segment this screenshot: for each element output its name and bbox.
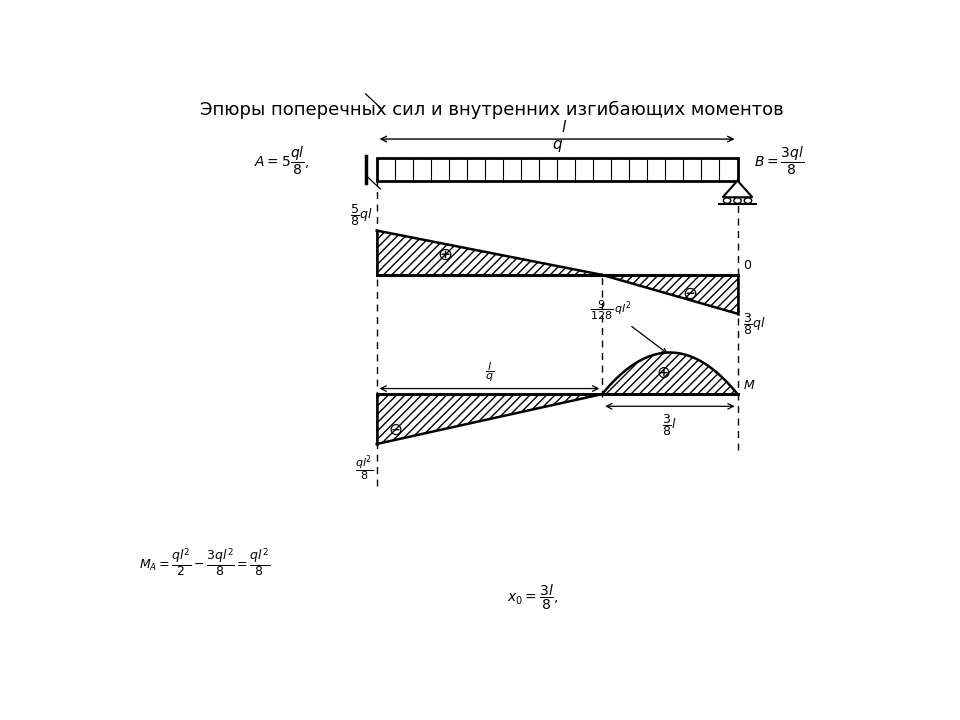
Text: $\dfrac{3}{8}ql$: $\dfrac{3}{8}ql$ <box>743 311 766 337</box>
Text: $\ominus$: $\ominus$ <box>388 421 402 439</box>
Text: Эпюры поперечных сил и внутренних изгибающих моментов: Эпюры поперечных сил и внутренних изгиба… <box>200 100 784 119</box>
Text: $\dfrac{ql^2}{8}$: $\dfrac{ql^2}{8}$ <box>355 454 372 484</box>
Text: $q$: $q$ <box>552 138 563 154</box>
Text: $\dfrac{l}{q}$: $\dfrac{l}{q}$ <box>485 361 494 384</box>
Text: $\dfrac{3}{8}l$: $\dfrac{3}{8}l$ <box>662 412 678 438</box>
Circle shape <box>724 198 731 203</box>
Text: $\oplus$: $\oplus$ <box>437 246 452 264</box>
Text: $l$: $l$ <box>562 119 567 135</box>
Text: $\dfrac{9}{128}\,ql^2$: $\dfrac{9}{128}\,ql^2$ <box>589 299 666 353</box>
Text: $M_A = \dfrac{ql^2}{2} - \dfrac{3ql^2}{8} = \dfrac{ql^2}{8}$: $M_A = \dfrac{ql^2}{2} - \dfrac{3ql^2}{8… <box>138 547 270 580</box>
Text: $B=\dfrac{3ql}{8}$: $B=\dfrac{3ql}{8}$ <box>754 145 804 177</box>
Text: $x_0 = \dfrac{3l}{8},$: $x_0 = \dfrac{3l}{8},$ <box>507 583 559 612</box>
Polygon shape <box>602 353 737 394</box>
Text: $0$: $0$ <box>743 259 753 272</box>
Polygon shape <box>376 394 602 444</box>
Text: $\dfrac{5}{8}ql$: $\dfrac{5}{8}ql$ <box>350 202 372 228</box>
Circle shape <box>733 198 741 203</box>
Text: $\ominus$: $\ominus$ <box>683 285 698 303</box>
Polygon shape <box>376 230 602 275</box>
Text: $A=5\dfrac{ql}{8},$: $A=5\dfrac{ql}{8},$ <box>253 145 309 177</box>
Bar <box>376 158 737 181</box>
Text: $M$: $M$ <box>743 379 756 392</box>
Text: $\oplus$: $\oplus$ <box>656 364 670 382</box>
Polygon shape <box>602 275 737 314</box>
Circle shape <box>744 198 752 203</box>
Polygon shape <box>723 181 753 197</box>
